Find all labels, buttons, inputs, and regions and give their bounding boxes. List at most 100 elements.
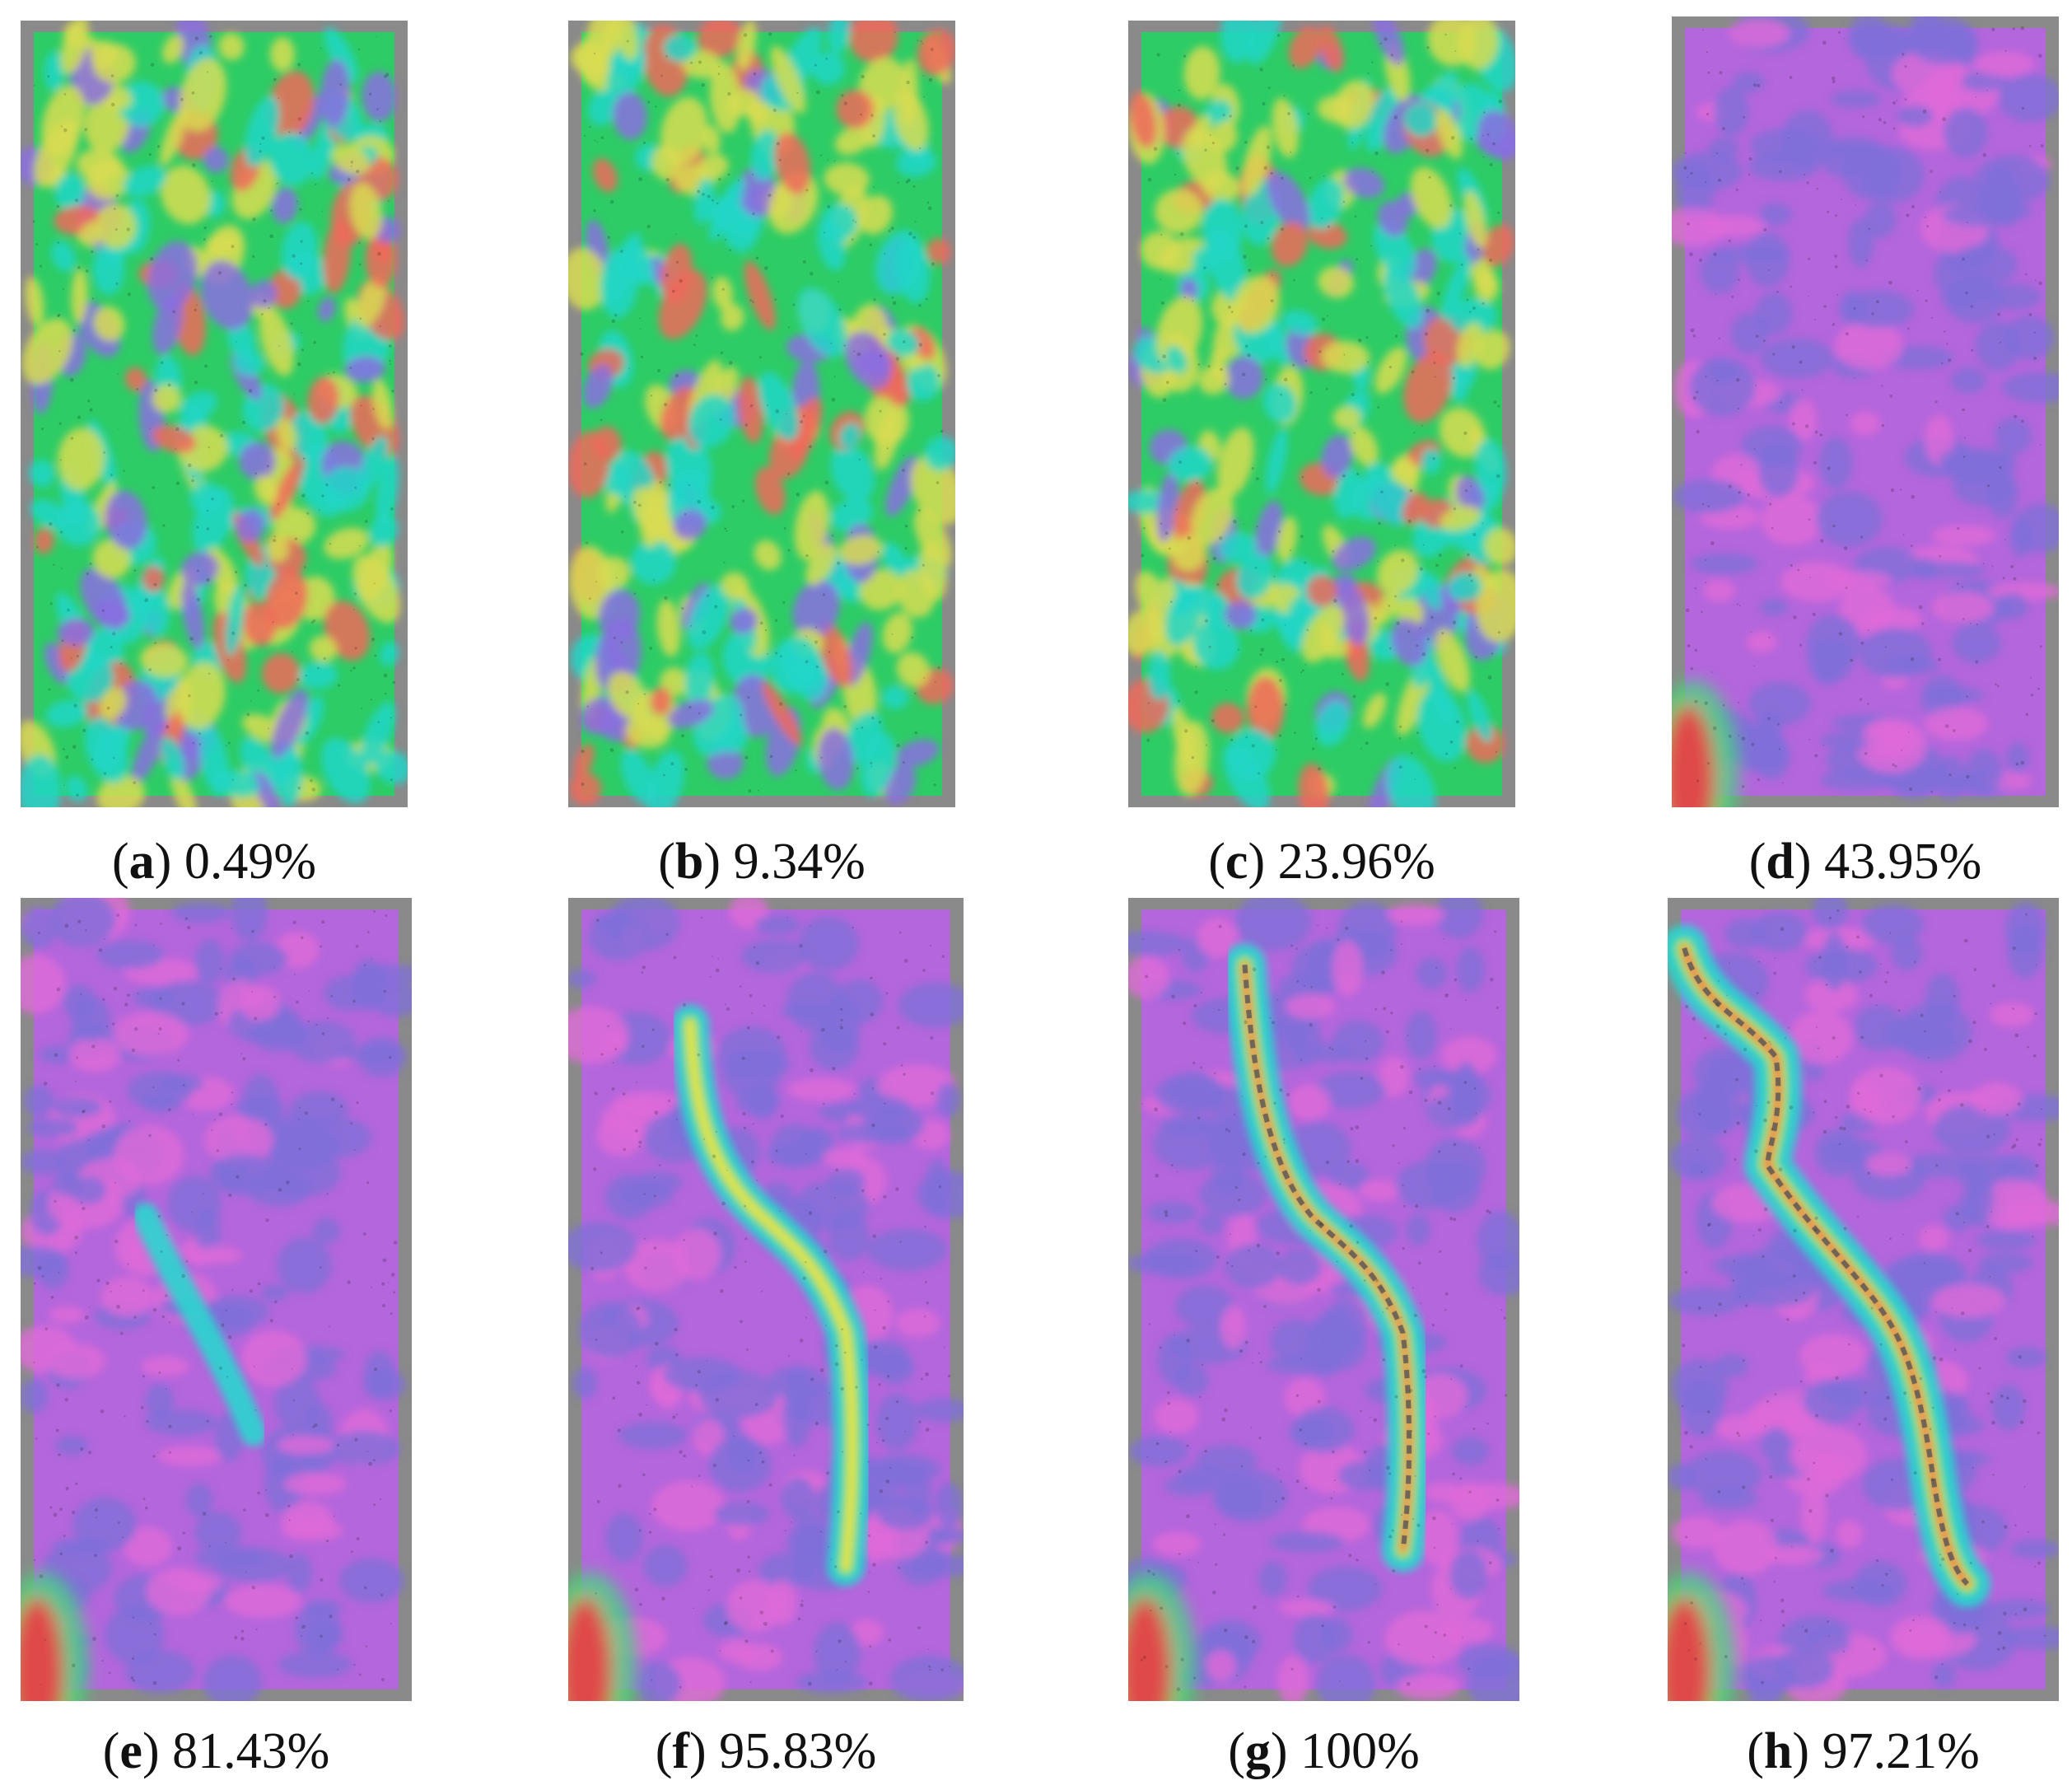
strain-spot	[1476, 569, 1515, 643]
strain-spot	[1967, 1163, 1994, 1224]
strain-spot	[1990, 1002, 2035, 1027]
strain-spot	[827, 21, 850, 55]
strain-spot	[781, 1476, 815, 1520]
strain-spot	[1164, 586, 1203, 647]
strain-spot	[1220, 1305, 1246, 1349]
speckle-overlay	[33, 909, 398, 1686]
strain-spot	[1441, 1617, 1494, 1643]
strain-spot	[1473, 269, 1499, 302]
strain-spot	[838, 535, 883, 565]
strain-spot	[1228, 728, 1276, 780]
strain-spot	[287, 1553, 312, 1594]
strain-spot	[224, 1584, 301, 1618]
strain-spot	[1232, 275, 1280, 334]
strain-spot	[1176, 1465, 1228, 1486]
strain-spot	[898, 982, 964, 1028]
strain-spot	[1759, 598, 1789, 616]
strain-spot	[824, 162, 870, 196]
strain-spot	[1129, 1435, 1189, 1467]
caption-d: (d) 43.95%	[1748, 834, 1982, 890]
caption-letter-a: a	[128, 834, 155, 890]
strain-spot	[34, 527, 54, 554]
strain-spot	[875, 230, 923, 295]
strain-spot	[123, 166, 167, 197]
strain-spot	[1332, 536, 1376, 572]
strain-spot	[259, 306, 294, 376]
strain-spot	[188, 1246, 243, 1264]
strain-spot	[1156, 471, 1179, 543]
strain-spot	[318, 297, 336, 322]
strain-spot	[1995, 1154, 2039, 1187]
strain-spot	[1211, 703, 1244, 733]
caption-letter-b: b	[674, 834, 704, 890]
speckle-overlay	[32, 35, 396, 797]
strain-spot	[1387, 904, 1445, 926]
caption-g: (g) 100%	[1228, 1723, 1420, 1779]
strain-spot	[328, 1431, 401, 1466]
strain-spot	[612, 1091, 684, 1117]
strain-spot	[1152, 1531, 1202, 1557]
strain-spot	[1692, 1046, 1760, 1097]
strain-spot	[573, 743, 595, 779]
strain-spot	[1763, 1545, 1824, 1565]
strain-spot	[814, 1622, 861, 1683]
strain-spot	[277, 1237, 332, 1293]
strain-spot	[583, 364, 614, 409]
strain-spot	[152, 384, 182, 414]
specimen-svg	[1128, 898, 1519, 1701]
strain-spot	[754, 914, 800, 936]
strain-spot	[90, 40, 119, 68]
strain-spot	[2003, 1625, 2059, 1651]
strain-spot	[794, 490, 829, 561]
strain-spot	[362, 71, 397, 122]
strain-spot	[1262, 383, 1297, 423]
strain-spot	[631, 539, 676, 585]
strain-spot	[900, 58, 918, 126]
strain-spot	[1165, 345, 1188, 374]
strain-spot	[568, 430, 609, 498]
strain-spot	[1247, 21, 1282, 65]
strain-spot	[1258, 1561, 1287, 1597]
strain-spot	[29, 459, 55, 488]
specimen-svg	[1672, 16, 2059, 807]
strain-spot	[738, 376, 764, 444]
strain-spot	[913, 508, 952, 568]
strain-spot	[646, 750, 684, 807]
specimen-image-c	[1128, 21, 1515, 807]
strain-spot	[225, 585, 245, 657]
strain-spot	[1932, 1661, 1956, 1689]
strain-spot	[1830, 90, 1882, 109]
strain-spot	[1225, 1243, 1282, 1289]
strain-spot	[1824, 571, 1892, 588]
strain-spot	[324, 27, 358, 83]
strain-spot	[1463, 190, 1487, 249]
strain-spot	[607, 671, 648, 720]
strain-spot	[784, 1366, 811, 1420]
strain-spot	[152, 425, 197, 454]
strain-spot	[1206, 592, 1230, 628]
corner-strain-core	[1128, 1597, 1172, 1701]
speckle-overlay	[1140, 920, 1508, 1692]
strain-spot	[1668, 1286, 1743, 1316]
strain-spot	[1700, 250, 1739, 294]
strain-spot	[323, 218, 352, 294]
strain-spot	[1814, 1129, 1863, 1177]
strain-spot	[817, 217, 846, 271]
strain-spot	[21, 318, 73, 385]
strain-spot	[1747, 1244, 1817, 1290]
speckle-overlay	[580, 31, 944, 793]
strain-spot	[273, 507, 316, 545]
strain-spot	[721, 572, 749, 600]
strain-spot	[866, 1454, 941, 1484]
strain-spot	[231, 898, 268, 942]
strain-spot	[1976, 1230, 2037, 1250]
strain-spot	[52, 1096, 103, 1118]
strain-spot	[295, 1604, 341, 1657]
strain-spot	[44, 50, 65, 91]
strain-spot	[331, 144, 370, 175]
strain-spot	[1672, 208, 1728, 245]
strain-spot	[1806, 615, 1860, 670]
strain-spot	[1128, 956, 1170, 999]
strain-spot	[1804, 979, 1859, 1012]
strain-spot	[293, 92, 328, 147]
